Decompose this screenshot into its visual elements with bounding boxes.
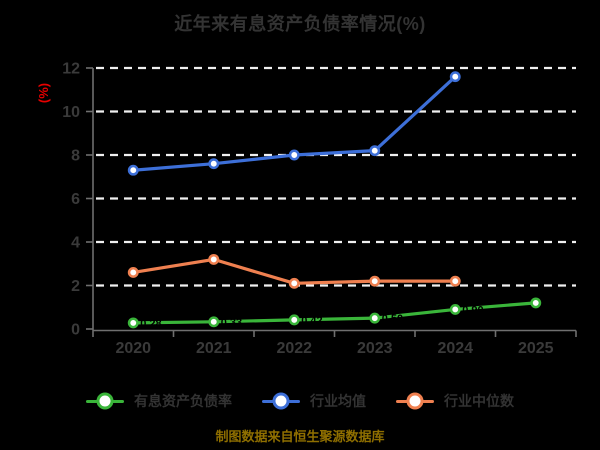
data-point-marker xyxy=(208,316,220,328)
x-tick-label: 2020 xyxy=(115,340,151,357)
data-point-marker xyxy=(369,275,381,287)
legend-marker-green xyxy=(86,392,124,410)
data-point-marker xyxy=(127,267,139,278)
data-point-label: 0.33 xyxy=(221,317,242,329)
data-point-label: 0.42 xyxy=(301,315,322,327)
data-point-marker xyxy=(288,314,300,326)
data-point-marker xyxy=(449,275,461,287)
y-tick-label: 10 xyxy=(62,104,80,121)
y-tick-label: 2 xyxy=(71,278,80,295)
y-tick-label: 12 xyxy=(62,61,80,78)
legend-item-industry-mean: 行业均值 xyxy=(262,391,366,411)
x-tick-label: 2021 xyxy=(196,340,232,357)
data-point-label: 1.20 xyxy=(543,298,564,310)
y-axis-title: (%) xyxy=(36,83,51,103)
legend-item-industry-median: 行业中位数 xyxy=(396,391,514,411)
x-tick-label: 2023 xyxy=(357,340,393,357)
data-point-marker xyxy=(449,303,461,315)
data-point-marker xyxy=(530,297,542,309)
data-point-marker xyxy=(449,71,461,83)
y-tick-label: 6 xyxy=(71,191,80,208)
legend-dot-icon xyxy=(272,392,290,410)
legend-dot-icon xyxy=(406,392,424,410)
x-tick-label: 2022 xyxy=(276,340,312,357)
data-point-label: 0.50 xyxy=(382,313,403,325)
data-point-marker xyxy=(369,312,381,324)
legend-label: 行业均值 xyxy=(310,393,366,409)
data-point-label: 0.28 xyxy=(140,318,161,330)
series-line xyxy=(131,301,538,325)
y-tick-label: 4 xyxy=(71,235,80,252)
data-point-label: 0.90 xyxy=(462,304,483,316)
y-tick-label: 8 xyxy=(71,148,80,165)
chart-title: 近年来有息资产负债率情况(%) xyxy=(174,14,426,34)
legend-marker-orange xyxy=(396,392,434,410)
data-point-marker xyxy=(288,149,300,161)
legend-dot-icon xyxy=(96,392,114,410)
data-point-marker xyxy=(208,158,220,170)
x-tick-label: 2024 xyxy=(437,340,473,357)
data-point-marker xyxy=(208,253,220,265)
chart-legend: 有息资产负债率 行业均值 行业中位数 xyxy=(0,387,600,415)
legend-label: 行业中位数 xyxy=(444,393,514,409)
data-point-marker xyxy=(369,145,381,157)
legend-marker-blue xyxy=(262,392,300,410)
data-source-caption: 制图数据来自恒生聚源数据库 xyxy=(215,429,385,444)
y-tick-label: 0 xyxy=(71,322,80,339)
legend-label: 有息资产负债率 xyxy=(134,393,232,409)
data-point-marker xyxy=(288,277,300,289)
legend-item-interest-bearing-ratio: 有息资产负债率 xyxy=(86,391,232,411)
data-point-marker xyxy=(127,164,139,176)
x-tick-label: 2025 xyxy=(518,340,554,357)
data-point-marker xyxy=(127,317,139,329)
